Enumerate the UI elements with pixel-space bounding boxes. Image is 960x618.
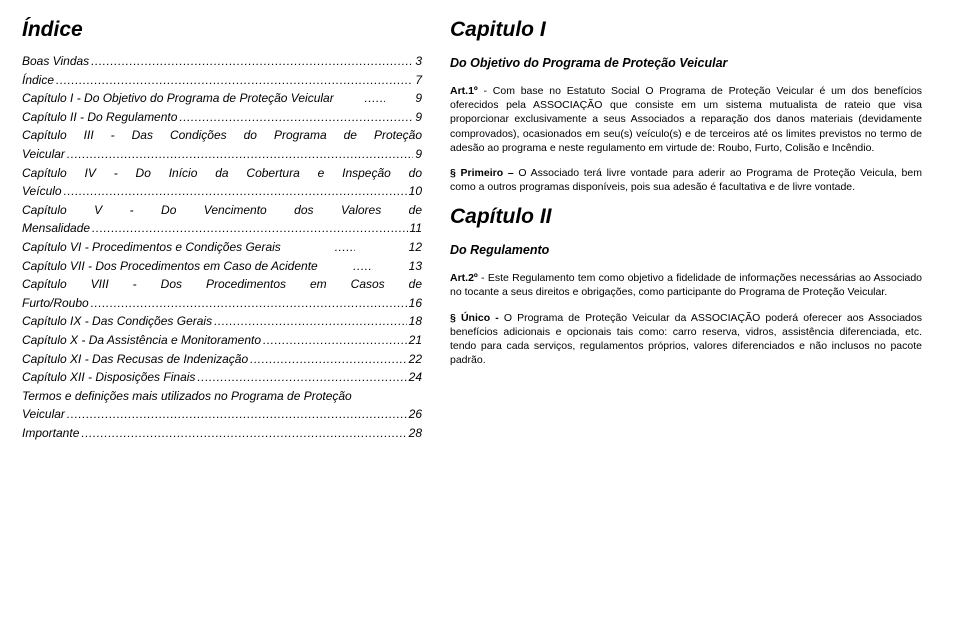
toc-dots [179, 108, 413, 127]
toc-dots [91, 52, 413, 71]
article-1-paragraph: Art.1º - Com base no Estatuto Social O P… [450, 84, 922, 155]
chapter-2-subtitle: Do Regulamento [450, 243, 922, 257]
toc-dots [67, 145, 413, 164]
right-column: Capitulo I Do Objetivo do Programa de Pr… [442, 18, 922, 600]
toc-dots [335, 238, 355, 257]
toc-entry: Capítulo X - Da Assistência e Monitorame… [22, 331, 422, 350]
toc-entry-page: 9 [415, 145, 422, 164]
toc-entry-label: Mensalidade [22, 219, 90, 238]
toc-entry: Capítulo IV - Do Início da Cobertura e I… [22, 164, 422, 201]
toc-dots [263, 331, 407, 350]
chapter-1-subtitle: Do Objetivo do Programa de Proteção Veic… [450, 56, 922, 70]
chapter-1-title: Capitulo I [450, 18, 922, 42]
toc-entry-label: Capítulo VII - Dos Procedimentos em Caso… [22, 257, 318, 276]
toc-entry-page: 24 [409, 368, 422, 387]
toc-entry-page: 13 [409, 257, 422, 276]
article-1-body: - Com base no Estatuto Social O Programa… [450, 85, 922, 154]
left-column: Índice Boas Vindas 3 Índice 7 Capítulo I - D… [22, 18, 442, 600]
toc-entry-page: 18 [409, 312, 422, 331]
toc-entry-page: 3 [415, 52, 422, 71]
toc-entry-line1: Capítulo III - Das Condições do Programa… [22, 126, 422, 145]
article-1-lead: Art.1º [450, 85, 478, 97]
toc-entry-label: Furto/Roubo [22, 294, 89, 313]
toc-entry-label: Capítulo XII - Disposições Finais [22, 368, 195, 387]
toc-entry-line1: Capítulo VIII - Dos Procedimentos em Cas… [22, 275, 422, 294]
toc-entry: Capítulo VI - Procedimentos e Condições … [22, 238, 422, 257]
toc-dots [250, 350, 407, 369]
toc-entry: Boas Vindas 3 [22, 52, 422, 71]
toc-entry-label: Capítulo I - Do Objetivo do Programa de … [22, 89, 334, 108]
toc-entry-page: 21 [409, 331, 422, 350]
toc-entry-label: Capítulo XI - Das Recusas de Indenização [22, 350, 248, 369]
toc-entry: Capítulo III - Das Condições do Programa… [22, 126, 422, 163]
index-title: Índice [22, 18, 422, 42]
toc-entry-label: Capítulo II - Do Regulamento [22, 108, 177, 127]
article-2-lead: Art.2º [450, 272, 478, 284]
toc-dots [197, 368, 406, 387]
toc-entry-page: 7 [415, 71, 422, 90]
article-2-paragraph: Art.2º - Este Regulamento tem como objet… [450, 271, 922, 299]
toc-list: Boas Vindas 3 Índice 7 Capítulo I - Do Objet… [22, 52, 422, 442]
paragraph-primeiro: § Primeiro – O Associado terá livre vont… [450, 166, 922, 194]
toc-entry-label: Capítulo IX - Das Condições Gerais [22, 312, 212, 331]
toc-entry-page: 28 [409, 424, 422, 443]
toc-entry-page: 9 [415, 108, 422, 127]
toc-entry-label: Veículo [22, 182, 62, 201]
toc-entry: Capítulo XI - Das Recusas de Indenização… [22, 350, 422, 369]
paragraph-unico: § Único - O Programa de Proteção Veicula… [450, 311, 922, 368]
toc-entry-label: Importante [22, 424, 79, 443]
paragraph-unico-lead: § Único - [450, 312, 499, 324]
toc-entry: Termos e definições mais utilizados no P… [22, 387, 422, 424]
toc-entry-page: 22 [409, 350, 422, 369]
toc-entry-page: 16 [409, 294, 422, 313]
toc-entry-label: Capítulo VI - Procedimentos e Condições … [22, 238, 281, 257]
toc-entry: Capítulo VIII - Dos Procedimentos em Cas… [22, 275, 422, 312]
toc-dots [64, 182, 407, 201]
toc-entry-label: Boas Vindas [22, 52, 89, 71]
toc-entry: Capítulo I - Do Objetivo do Programa de … [22, 89, 422, 108]
article-2-body: - Este Regulamento tem como objetivo a f… [450, 272, 922, 298]
toc-entry-page: 11 [410, 219, 422, 238]
toc-entry-label: Veicular [22, 145, 65, 164]
toc-entry: Capítulo VII - Dos Procedimentos em Caso… [22, 257, 422, 276]
toc-dots [81, 424, 406, 443]
toc-entry-page: 9 [415, 89, 422, 108]
toc-dots [365, 89, 385, 108]
toc-entry-page: 26 [409, 405, 422, 424]
toc-entry-label: Veicular [22, 405, 65, 424]
toc-entry: Capítulo XII - Disposições Finais 24 [22, 368, 422, 387]
toc-entry-line1: Termos e definições mais utilizados no P… [22, 387, 422, 406]
toc-dots [92, 219, 407, 238]
toc-dots [353, 257, 373, 276]
paragraph-unico-body: O Programa de Proteção Veicular da ASSOC… [450, 312, 922, 367]
toc-entry-line1: Capítulo V - Do Vencimento dos Valores d… [22, 201, 422, 220]
toc-entry-line1: Capítulo IV - Do Início da Cobertura e I… [22, 164, 422, 183]
paragraph-primeiro-body: O Associado terá livre vontade para ader… [450, 167, 922, 193]
toc-entry: Importante 28 [22, 424, 422, 443]
toc-dots [214, 312, 407, 331]
toc-entry-page: 10 [409, 182, 422, 201]
toc-entry-page: 12 [409, 238, 422, 257]
toc-entry-label: Índice [22, 71, 54, 90]
toc-entry: Capítulo V - Do Vencimento dos Valores d… [22, 201, 422, 238]
toc-entry-label: Capítulo X - Da Assistência e Monitorame… [22, 331, 261, 350]
toc-dots [91, 294, 407, 313]
toc-dots [67, 405, 407, 424]
paragraph-primeiro-lead: § Primeiro – [450, 167, 514, 179]
chapter-2-title: Capítulo II [450, 205, 922, 229]
toc-entry: Capítulo IX - Das Condições Gerais 18 [22, 312, 422, 331]
toc-entry: Capítulo II - Do Regulamento 9 [22, 108, 422, 127]
toc-entry: Índice 7 [22, 71, 422, 90]
toc-dots [56, 71, 413, 90]
